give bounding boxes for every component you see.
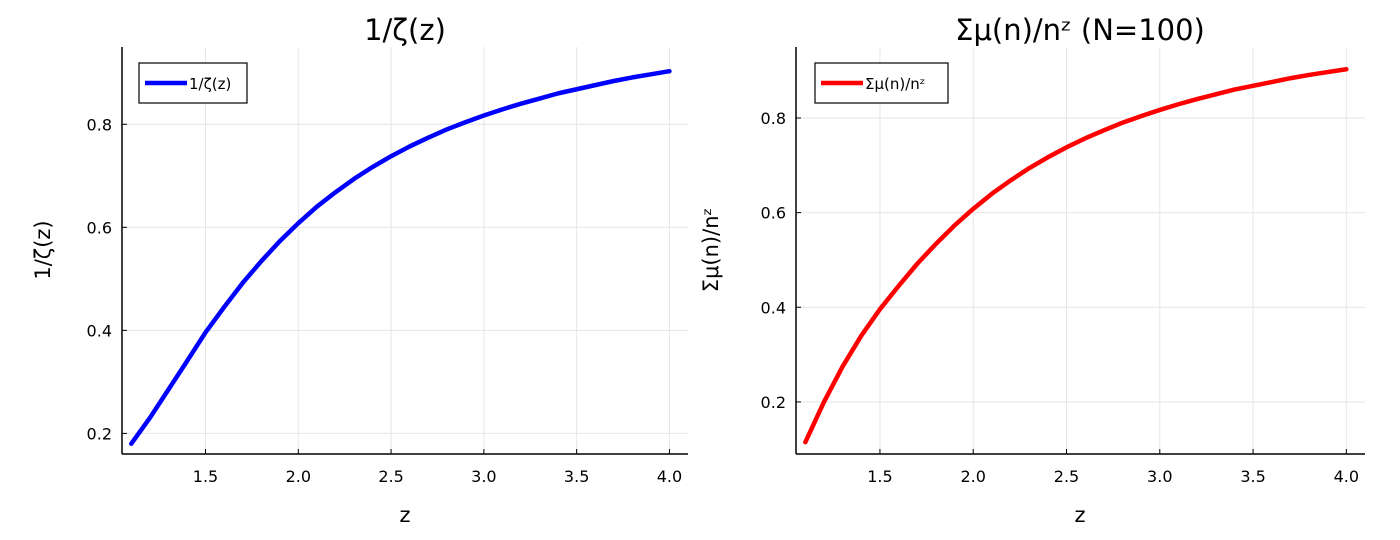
y-axis-label: Σμ(n)/nᶻ [699, 208, 723, 292]
chart-panel-mobius-sum: Σμ(n)/nᶻ (N=100) z Σμ(n)/nᶻ 1.5 2.0 2.5 3.0… [699, 13, 1365, 527]
x-tick-label: 3.5 [564, 467, 589, 486]
x-axis-label: z [1074, 503, 1085, 527]
legend-label: 1/ζ(z) [189, 75, 231, 93]
x-tick-label: 2.0 [286, 467, 311, 486]
series-line [803, 66, 1349, 445]
y-axis-label: 1/ζ(z) [31, 220, 55, 279]
chart-title: Σμ(n)/nᶻ (N=100) [955, 13, 1205, 47]
x-tick-label: 2.5 [1054, 467, 1079, 486]
y-tick-label: 0.8 [87, 115, 112, 134]
x-tick-label: 3.0 [471, 467, 496, 486]
y-tick-label: 0.6 [87, 218, 112, 237]
y-tick-label: 0.6 [761, 204, 786, 223]
y-tick-label: 0.2 [761, 393, 786, 412]
x-axis-label: z [399, 503, 410, 527]
y-tick-label: 0.4 [87, 321, 112, 340]
legend: Σμ(n)/nᶻ [814, 62, 949, 104]
y-tick-label: 0.8 [761, 109, 786, 128]
x-tick-label: 3.0 [1147, 467, 1172, 486]
legend: 1/ζ(z) [138, 62, 248, 104]
series-line [129, 68, 672, 446]
y-tick-label: 0.2 [87, 424, 112, 443]
x-tick-label: 3.5 [1240, 467, 1265, 486]
chart-title: 1/ζ(z) [364, 13, 446, 47]
y-tick-label: 0.4 [761, 298, 786, 317]
x-tick-label: 4.0 [657, 467, 682, 486]
legend-label: Σμ(n)/nᶻ [865, 75, 925, 93]
x-tick-label: 2.5 [378, 467, 403, 486]
x-tick-label: 4.0 [1334, 467, 1359, 486]
x-tick-label: 1.5 [193, 467, 218, 486]
chart-panel-zeta: 1/ζ(z) z 1/ζ(z) 1.5 2.0 2.5 3.0 3.5 4.0 0.2 0.4… [31, 13, 688, 527]
x-tick-label: 2.0 [961, 467, 986, 486]
x-tick-label: 1.5 [867, 467, 892, 486]
